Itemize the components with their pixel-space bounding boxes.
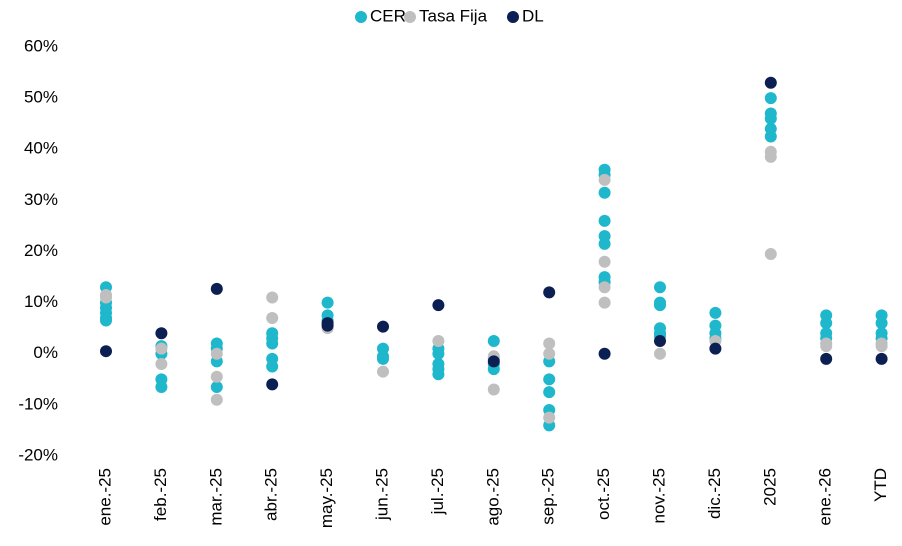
dot	[100, 314, 112, 327]
dot	[432, 347, 445, 360]
dot	[654, 347, 666, 360]
legend-swatch	[355, 11, 367, 23]
dot	[543, 373, 556, 386]
y-tick-label: 10%	[24, 292, 58, 311]
dot	[543, 347, 556, 360]
legend-label: CER	[370, 6, 406, 25]
x-tick-label: nov.-25	[649, 468, 668, 523]
dot	[875, 340, 888, 353]
dot	[377, 365, 389, 378]
x-tick-label: jul.-25	[428, 468, 447, 515]
dot	[764, 76, 777, 89]
legend-swatch	[507, 11, 519, 23]
dot	[820, 317, 833, 330]
dot	[100, 291, 112, 304]
dot	[709, 342, 722, 355]
dot	[543, 411, 556, 424]
dot	[210, 347, 223, 360]
dot	[598, 237, 611, 250]
dot	[598, 255, 611, 268]
dot	[543, 337, 556, 350]
dot	[266, 378, 279, 391]
dot	[100, 345, 112, 358]
x-tick-label: abr.-25	[262, 468, 281, 521]
x-tick-label: jun.-25	[372, 468, 391, 521]
dot	[266, 291, 279, 304]
legend-label: Tasa Fija	[419, 6, 488, 25]
dot	[820, 340, 833, 353]
x-tick-label: ene.-25	[95, 468, 114, 526]
dot	[709, 306, 722, 319]
x-tick-label: feb.-25	[151, 468, 170, 521]
dot	[321, 296, 334, 309]
dot	[210, 370, 223, 383]
dot	[875, 317, 888, 330]
dot	[210, 282, 223, 295]
x-tick-label: dic.-25	[705, 468, 724, 519]
dot	[820, 352, 833, 365]
x-tick-label: mar.-25	[206, 468, 225, 526]
dot	[764, 150, 777, 163]
y-tick-label: 60%	[24, 36, 58, 55]
x-tick-label: 2025	[760, 468, 779, 506]
dot	[487, 334, 500, 347]
dot	[764, 248, 777, 261]
dot	[764, 92, 777, 105]
y-tick-label: -20%	[18, 445, 58, 464]
x-tick-label: may.-25	[317, 468, 336, 528]
y-tick-label: 50%	[24, 88, 58, 107]
dot	[598, 347, 611, 360]
y-tick-label: -10%	[18, 394, 58, 413]
dot	[764, 130, 777, 143]
x-tick-label: ago.-25	[483, 468, 502, 526]
y-tick-label: 30%	[24, 190, 58, 209]
dot	[764, 112, 777, 125]
dot	[654, 334, 666, 347]
x-tick-label: ene.-26	[816, 468, 835, 526]
dot	[321, 319, 334, 332]
x-tick-label: oct.-25	[594, 468, 613, 520]
dot	[432, 334, 445, 347]
dot	[155, 357, 168, 370]
dot	[266, 311, 279, 324]
dot	[432, 368, 445, 381]
dot	[654, 299, 666, 312]
dot	[210, 380, 223, 393]
legend-swatch	[404, 11, 416, 23]
dot	[598, 296, 611, 309]
dot	[155, 327, 168, 340]
x-tick-label: sep.-25	[539, 468, 558, 525]
dot	[155, 342, 168, 355]
dot	[266, 337, 279, 350]
y-tick-label: 40%	[24, 139, 58, 158]
dot	[266, 360, 279, 373]
dot	[598, 214, 611, 227]
y-tick-label: 0%	[33, 343, 58, 362]
dot	[487, 383, 500, 396]
x-tick-label: YTD	[871, 468, 890, 502]
dot	[654, 281, 666, 294]
dot	[598, 281, 611, 294]
dot	[155, 380, 168, 393]
dot	[377, 352, 389, 365]
dot	[598, 186, 611, 199]
dot	[875, 352, 888, 365]
dot	[487, 355, 500, 368]
legend-label: DL	[522, 6, 544, 25]
dot	[210, 393, 223, 406]
dot	[598, 173, 611, 186]
dot	[377, 320, 389, 333]
dot	[543, 286, 556, 299]
dot	[543, 386, 556, 399]
y-tick-label: 20%	[24, 241, 58, 260]
dot	[432, 299, 445, 312]
